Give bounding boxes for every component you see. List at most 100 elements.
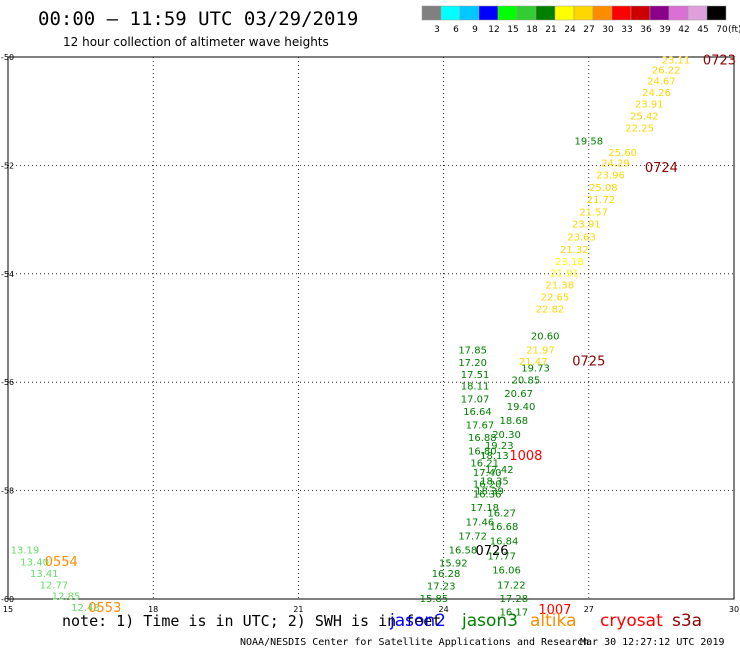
wave-height-label: 16.27 <box>487 508 516 519</box>
satellite-legend-jason2: jason2 <box>389 611 446 631</box>
wave-height-label: 23.63 <box>567 232 596 243</box>
y-tick-label: -54 <box>1 270 14 279</box>
colorbar-swatch <box>516 5 537 21</box>
wave-height-label: 13.41 <box>30 569 59 580</box>
y-tick-label: -56 <box>1 378 14 387</box>
wave-height-label: 17.46 <box>466 517 495 528</box>
wave-height-label: 21.32 <box>560 245 589 256</box>
y-tick-label: -58 <box>1 487 14 496</box>
wave-height-label: 18.13 <box>480 451 509 462</box>
wave-height-label: 20.30 <box>492 430 521 441</box>
colorbar-swatch <box>535 5 556 21</box>
x-tick-label: 18 <box>148 605 158 614</box>
satellite-legend: jason2 jason3 altika cryosat s3a <box>389 611 702 631</box>
wave-height-label: 21.38 <box>545 281 574 292</box>
wave-height-label: 17.42 <box>485 465 514 476</box>
colorbar-swatch <box>687 5 708 21</box>
wave-height-label: 17.67 <box>466 420 495 431</box>
wave-height-label: 16.20 <box>473 480 502 491</box>
wave-height-label: 17.18 <box>470 503 499 514</box>
wave-height-label: 21.57 <box>579 207 608 218</box>
pass-time-label: 0725 <box>572 355 605 370</box>
colorbar-swatch <box>592 5 613 21</box>
colorbar-swatch <box>459 5 480 21</box>
colorbar-label: 18 <box>526 25 538 35</box>
wave-height-label: 23.91 <box>572 219 601 230</box>
wave-height-label: 22.82 <box>536 304 565 315</box>
wave-height-label: 17.07 <box>461 394 490 405</box>
wave-height-label: 13.19 <box>11 546 40 557</box>
plot-frame <box>7 56 735 600</box>
wave-height-label: 20.60 <box>531 332 560 343</box>
wave-height-label: 17.85 <box>458 346 487 357</box>
wave-height-label: 21.91 <box>550 269 579 280</box>
wave-height-label: 19.73 <box>521 364 550 375</box>
wave-height-label: 18.68 <box>499 416 528 427</box>
wave-height-label: 19.23 <box>485 441 514 452</box>
colorbar-swatch <box>573 5 594 21</box>
x-tick-label: 30 <box>729 605 739 614</box>
y-tick-labels: -50 -52 -54 -56 -58 -60 <box>1 53 14 604</box>
colorbar-label: 24 <box>564 25 576 35</box>
wave-height-label: 17.40 <box>473 468 502 479</box>
wave-height-label: 25.08 <box>589 183 618 194</box>
footer-credit: NOAA/NESDIS Center for Satellite Applica… <box>240 637 589 648</box>
wave-height-label: 20.67 <box>504 389 533 400</box>
colorbar-label: 3 <box>434 25 440 35</box>
colorbar-label: 33 <box>621 25 632 35</box>
satellite-legend-cryosat: cryosat <box>600 611 663 631</box>
wave-height-label: 21.97 <box>526 346 555 357</box>
pass-time-label: 0724 <box>645 161 678 176</box>
wave-height-label: 15.92 <box>439 559 468 570</box>
wave-height-label: 22.65 <box>541 293 570 304</box>
wave-height-label: 20.85 <box>512 375 541 386</box>
colorbar-swatch <box>497 5 518 21</box>
pass-time-label: 0554 <box>45 555 78 570</box>
wave-height-label: 17.23 <box>427 581 456 592</box>
wave-height-label: 25.42 <box>630 112 659 123</box>
colorbar-swatch <box>478 5 499 21</box>
wave-height-label: 12.77 <box>40 580 69 591</box>
pass-time-label: 0726 <box>475 544 508 559</box>
colorbar-swatch <box>421 5 442 21</box>
grid-lines <box>8 57 734 599</box>
satellite-legend-altika: altika <box>530 611 577 631</box>
wave-height-label: 17.20 <box>458 358 487 369</box>
wave-height-label: 17.77 <box>487 552 516 563</box>
wave-height-label: 16.88 <box>468 433 497 444</box>
wave-height-label: 18.35 <box>480 476 509 487</box>
wave-height-label: 23.96 <box>596 171 625 182</box>
satellite-legend-jason3: jason3 <box>461 611 518 631</box>
wave-height-label: 16.17 <box>499 607 528 618</box>
wave-height-label: 24.26 <box>642 88 671 99</box>
colorbar-label: 9 <box>472 25 478 35</box>
wave-height-label: 16.68 <box>490 522 519 533</box>
wave-height-label: 13.40 <box>20 558 49 569</box>
wave-height-label: 25.60 <box>608 148 637 159</box>
wave-height-label: 21.47 <box>519 357 548 368</box>
wave-height-label: 24.67 <box>647 76 676 87</box>
wave-height-label: 24.29 <box>601 159 630 170</box>
colorbar-swatch <box>706 5 727 21</box>
wave-height-label: 16.21 <box>470 458 499 469</box>
wave-height-label: 19.58 <box>574 136 603 147</box>
chart-subtitle: 12 hour collection of altimeter wave hei… <box>63 35 329 49</box>
wave-height-label: 23.11 <box>662 56 691 67</box>
pass-time-label: 0553 <box>88 601 121 616</box>
colorbar-label: 39 <box>659 25 671 35</box>
wave-height-label: 18.11 <box>461 381 490 392</box>
footer-timestamp: Mar 30 12:27:12 UTC 2019 <box>580 637 725 648</box>
colorbar-swatch <box>630 5 651 21</box>
colorbar-label: 42 <box>678 25 689 35</box>
colorbar-swatch <box>649 5 670 21</box>
wave-height-label: 21.72 <box>587 195 616 206</box>
wave-height-label: 16.06 <box>492 566 521 577</box>
colorbar-label: 27 <box>583 25 594 35</box>
colorbar-swatch <box>611 5 632 21</box>
wave-height-label: 22.25 <box>625 123 654 134</box>
wave-height-label: 17.72 <box>458 532 487 543</box>
wave-height-label: 16.58 <box>449 546 478 557</box>
